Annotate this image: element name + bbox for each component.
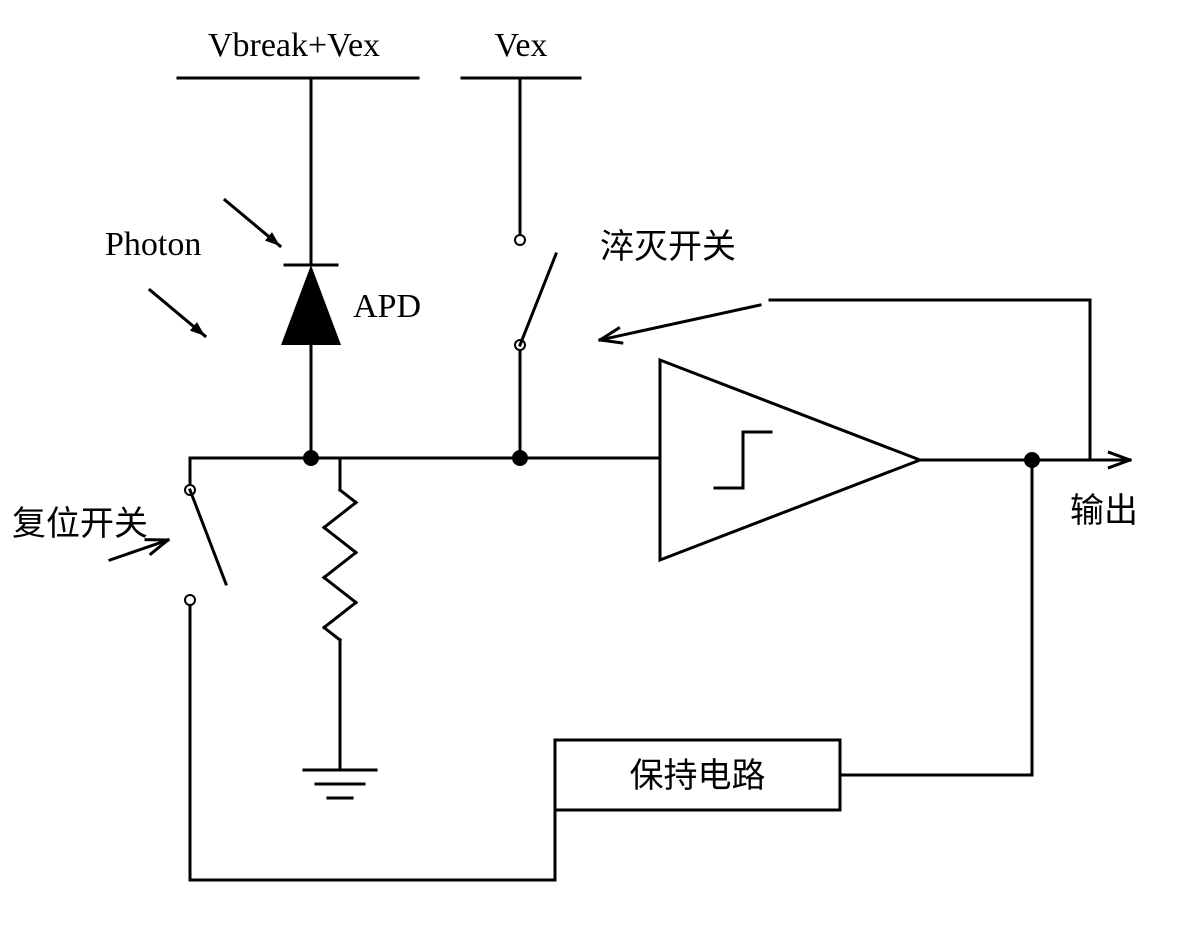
label-vbreak-vex: Vbreak+Vex [208,27,380,64]
label-reset-switch: 复位开关 [12,505,148,543]
terminal [185,595,195,605]
label-quench-switch: 淬灭开关 [600,228,736,266]
label-hold-circuit: 保持电路 [630,757,766,795]
comparator [660,360,920,560]
circuit-diagram: Vbreak+Vex Vex APD Photon 淬灭开关输出 复位开关保持电路 [0,0,1184,939]
label-vex: Vex [495,27,548,64]
label-apd: APD [353,288,421,325]
apd-diode [281,265,341,345]
label-photon: Photon [105,226,201,263]
terminal [515,235,525,245]
label-output: 输出 [1070,492,1138,530]
